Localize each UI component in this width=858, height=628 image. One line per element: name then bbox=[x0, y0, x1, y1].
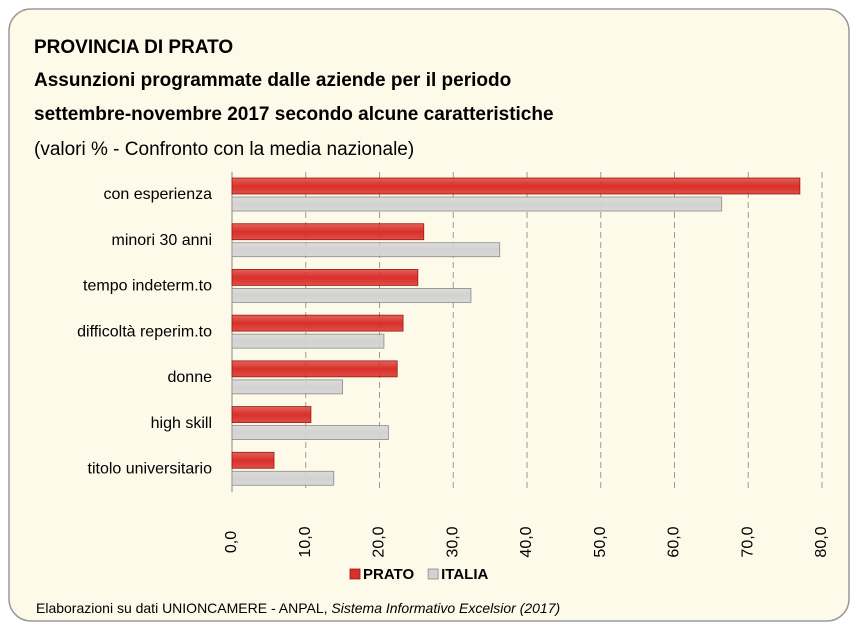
y-tick-label: titolo universitario bbox=[88, 461, 213, 478]
x-tick-label: 10,0 bbox=[297, 526, 314, 557]
x-tick-label: 0,0 bbox=[223, 531, 240, 553]
legend-swatch bbox=[349, 568, 361, 580]
source-text: Elaborazioni su dati UNIONCAMERE - ANPAL… bbox=[36, 600, 331, 616]
y-tick-label: tempo indeterm.to bbox=[83, 278, 212, 295]
bar bbox=[231, 242, 501, 258]
legend-swatch bbox=[427, 568, 439, 580]
chart-subtitle: settembre-novembre 2017 secondo alcune c… bbox=[34, 104, 554, 125]
bar bbox=[231, 470, 335, 486]
x-tick-label: 30,0 bbox=[444, 526, 461, 557]
bar bbox=[231, 223, 425, 241]
bar bbox=[231, 288, 472, 303]
x-tick-label: 60,0 bbox=[666, 526, 683, 557]
bar bbox=[231, 196, 723, 212]
source-italic: Sistema Informativo Excelsior (2017) bbox=[331, 600, 560, 616]
chart-note: (valori % - Confronto con la media nazio… bbox=[34, 139, 414, 160]
bar bbox=[231, 333, 385, 349]
bar bbox=[231, 269, 419, 286]
chart-title: PROVINCIA DI PRATO bbox=[34, 37, 233, 58]
source: Elaborazioni su dati UNIONCAMERE - ANPAL… bbox=[36, 600, 560, 616]
x-tick-label: 80,0 bbox=[813, 526, 830, 557]
bar bbox=[231, 314, 404, 332]
y-tick-label: con esperienza bbox=[103, 186, 212, 203]
x-tick-label: 50,0 bbox=[592, 526, 609, 557]
x-tick-label: 40,0 bbox=[518, 526, 535, 557]
chart-subtitle: Assunzioni programmate dalle aziende per… bbox=[34, 70, 511, 91]
bar bbox=[231, 406, 312, 423]
bar bbox=[231, 425, 389, 440]
bar bbox=[231, 360, 398, 378]
bar bbox=[231, 379, 344, 395]
legend-label: PRATO bbox=[363, 566, 414, 583]
bar bbox=[231, 451, 275, 469]
chart-frame bbox=[8, 8, 850, 622]
y-tick-label: minori 30 anni bbox=[112, 232, 213, 249]
y-tick-label: donne bbox=[168, 369, 213, 386]
bar bbox=[231, 177, 801, 195]
y-tick-label: high skill bbox=[151, 415, 212, 432]
legend-label: ITALIA bbox=[441, 566, 488, 583]
y-tick-label: difficoltà reperim.to bbox=[77, 323, 212, 340]
x-tick-label: 20,0 bbox=[371, 526, 388, 557]
x-tick-label: 70,0 bbox=[739, 526, 756, 557]
